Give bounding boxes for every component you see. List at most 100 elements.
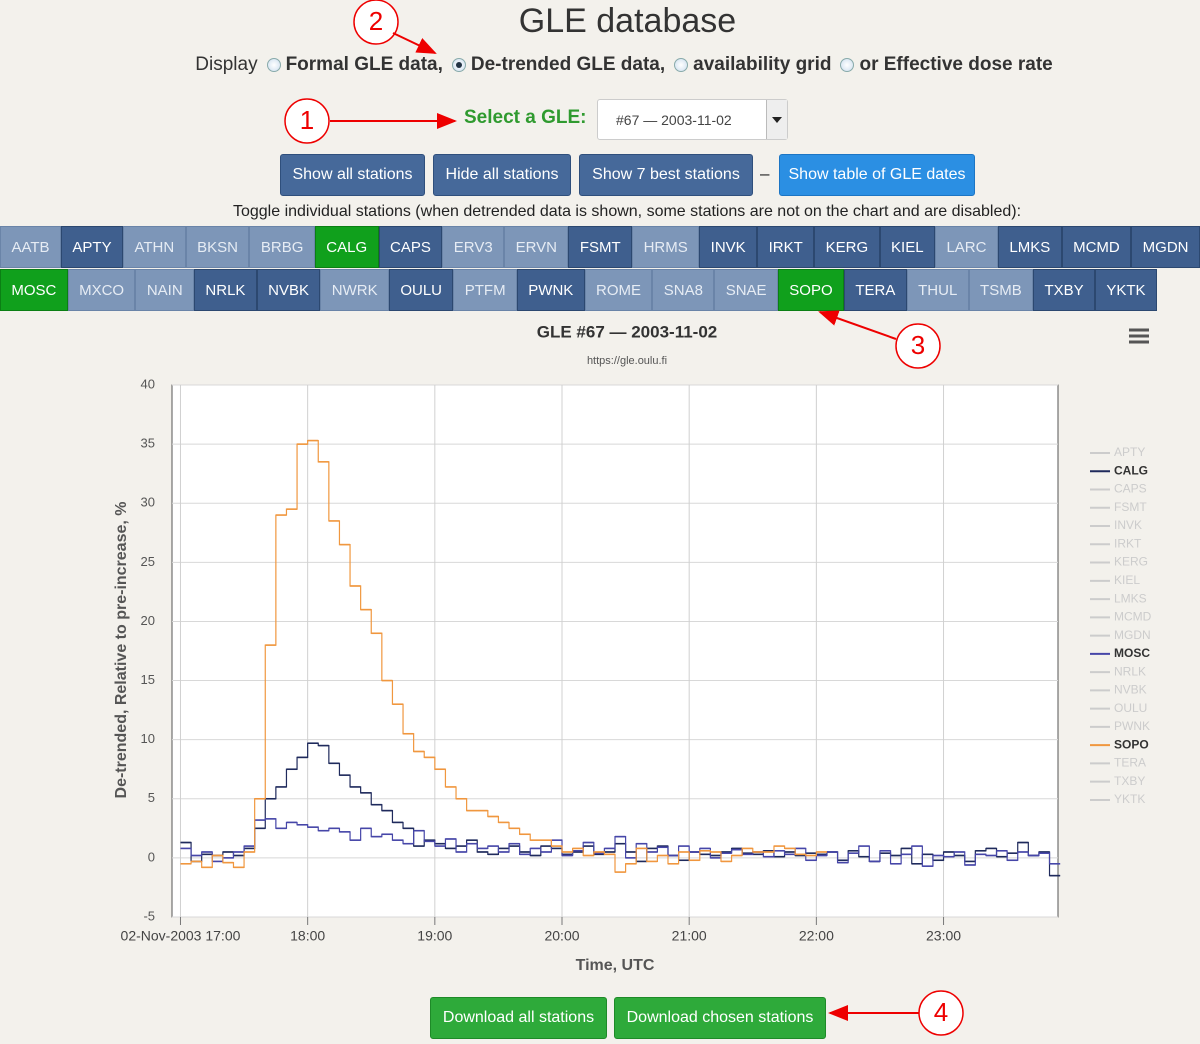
- legend-label: CAPS: [1114, 482, 1147, 496]
- plot-area: [171, 384, 1059, 918]
- station-toggle: LARC: [935, 226, 998, 268]
- annotation-circle: [918, 990, 964, 1036]
- station-toggle: ERVN: [504, 226, 569, 268]
- action-button[interactable]: Show 7 best stations: [579, 154, 753, 196]
- display-label: Display: [195, 54, 258, 75]
- radio-label[interactable]: or Effective dose rate: [859, 54, 1053, 75]
- display-options: Display Formal GLE data, De-trended GLE da…: [0, 54, 1200, 76]
- legend-label: OULU: [1114, 701, 1147, 715]
- radio-button[interactable]: [266, 58, 281, 72]
- menu-icon: [1129, 328, 1149, 344]
- dates-button[interactable]: Show table of GLE dates: [779, 154, 975, 196]
- select-label: Select a GLE:: [464, 107, 587, 128]
- radio-label[interactable]: Formal GLE data,: [285, 54, 443, 75]
- radio-button[interactable]: [674, 58, 689, 72]
- legend-label: PWNK: [1114, 719, 1150, 733]
- x-tick-label: 19:00: [417, 928, 452, 944]
- annotation-arrow: [818, 310, 897, 340]
- legend-label: INVK: [1114, 518, 1142, 532]
- annotation-number: 4: [934, 997, 948, 1027]
- station-toggle: NWRK: [320, 269, 389, 311]
- station-toggle: ATHN: [123, 226, 186, 268]
- station-toggle: TSMB: [968, 269, 1034, 311]
- station-toggle: SNAE: [714, 269, 778, 311]
- station-row: MOSC MXCO NAIN NRLK NVBK NWRK OULU PTFM PWNK ROME…: [0, 269, 1157, 311]
- annotation-number: 1: [300, 105, 314, 135]
- y-tick-label: 5: [148, 790, 155, 805]
- x-tick-label: 22:00: [799, 928, 834, 944]
- station-toggle[interactable]: MCMD: [1061, 226, 1132, 268]
- station-toggle[interactable]: CALG: [314, 226, 379, 268]
- download-button[interactable]: Download all stations: [430, 997, 607, 1039]
- station-toggle[interactable]: MOSC: [0, 269, 68, 311]
- action-button[interactable]: Hide all stations: [433, 154, 571, 196]
- legend-label: NVBK: [1114, 683, 1147, 697]
- station-toggle[interactable]: KERG: [814, 226, 880, 268]
- station-toggle[interactable]: LMKS: [997, 226, 1062, 268]
- toggle-hint: Toggle individual stations (when detrend…: [232, 203, 1022, 220]
- station-toggle[interactable]: SOPO: [777, 269, 845, 311]
- legend-label: YKTK: [1114, 792, 1145, 806]
- station-toggle[interactable]: NRLK: [194, 269, 257, 311]
- step-connector: [180, 439, 827, 873]
- station-toggle[interactable]: PWNK: [516, 269, 585, 311]
- annotation-number: 3: [911, 330, 925, 360]
- y-tick-label: 15: [141, 672, 155, 687]
- radio-label[interactable]: availability grid: [693, 54, 832, 75]
- station-toggle[interactable]: CAPS: [378, 226, 443, 268]
- station-toggle[interactable]: NVBK: [256, 269, 321, 311]
- station-toggle: MXCO: [67, 269, 136, 311]
- legend-label: SOPO: [1114, 737, 1149, 751]
- legend-label: LMKS: [1114, 591, 1147, 605]
- series: [180, 439, 827, 873]
- action-button[interactable]: Show all stations: [280, 154, 425, 196]
- station-toggle[interactable]: TERA: [844, 269, 907, 311]
- select-arrow: [766, 100, 787, 139]
- station-toggle: BKSN: [185, 226, 250, 268]
- station-toggle[interactable]: INVK: [699, 226, 758, 268]
- station-toggle[interactable]: YKTK: [1095, 269, 1157, 311]
- station-toggle[interactable]: MGDN: [1131, 226, 1200, 268]
- y-axis-title: De-trended, Relative to pre-increase, %: [113, 502, 130, 799]
- station-toggle: THUL: [906, 269, 969, 311]
- legend-label: MGDN: [1114, 628, 1151, 642]
- y-tick-label: -5: [143, 908, 155, 923]
- download-button[interactable]: Download chosen stations: [614, 997, 826, 1039]
- y-tick-label: 35: [141, 436, 155, 451]
- step-connector: [180, 742, 1061, 877]
- legend-label: APTY: [1114, 445, 1145, 459]
- x-tick-label: 21:00: [672, 928, 707, 944]
- station-toggle[interactable]: OULU: [388, 269, 454, 311]
- legend-label: CALG: [1114, 463, 1148, 477]
- y-tick-label: 30: [141, 495, 155, 510]
- legend-label: MCMD: [1114, 610, 1152, 624]
- select-value: #67 — 2003-11-02: [616, 112, 732, 128]
- page-title: GLE database: [518, 2, 737, 40]
- y-tick-label: 25: [141, 554, 155, 569]
- station-row: AATB APTY ATHN BKSN BRBG CALG CAPS ERV3 ERVN FSMT…: [0, 226, 1200, 268]
- station-toggle: ROME: [584, 269, 653, 311]
- station-toggle: PTFM: [453, 269, 517, 311]
- radio-button[interactable]: [840, 58, 855, 72]
- series: [180, 742, 1061, 877]
- chart-title: GLE #67 — 2003-11-02: [537, 322, 718, 341]
- legend-label: MOSC: [1114, 646, 1150, 660]
- radio-button[interactable]: [451, 58, 466, 72]
- gle-select[interactable]: #67 — 2003-11-02: [597, 99, 788, 140]
- series: [180, 818, 1061, 867]
- station-toggle[interactable]: KIEL: [879, 226, 936, 268]
- station-toggle[interactable]: IRKT: [757, 226, 815, 268]
- station-toggle[interactable]: APTY: [60, 226, 124, 268]
- y-tick-label: 20: [141, 613, 155, 628]
- legend-label: KERG: [1114, 555, 1148, 569]
- legend-label: FSMT: [1114, 500, 1147, 514]
- radio-label[interactable]: De-trended GLE data,: [470, 54, 666, 75]
- station-toggle: HRMS: [632, 226, 700, 268]
- step-connector: [180, 818, 1061, 867]
- station-toggle: AATB: [0, 226, 61, 268]
- separator: –: [760, 164, 770, 183]
- station-toggle[interactable]: TXBY: [1033, 269, 1095, 311]
- station-toggle[interactable]: FSMT: [568, 226, 633, 268]
